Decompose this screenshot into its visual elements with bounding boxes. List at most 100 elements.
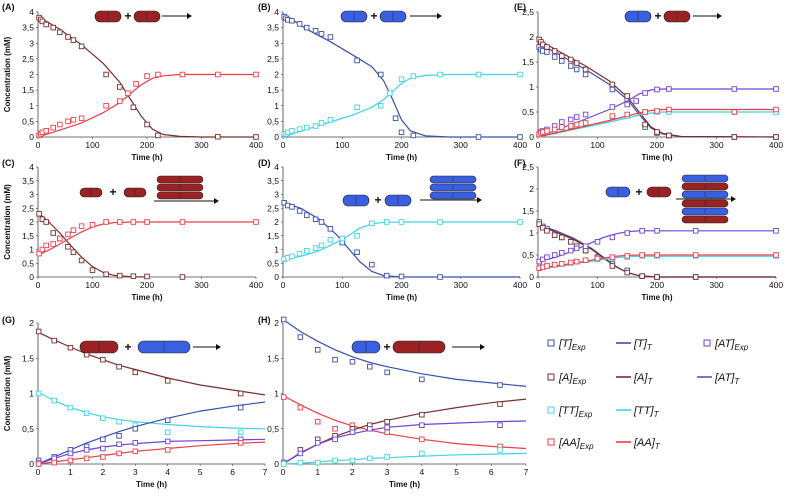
x-tick-label: 2 — [100, 467, 105, 477]
y-tick-label: 0 — [29, 459, 34, 469]
y-tick-label: 4 — [274, 7, 279, 17]
data-point-TT — [280, 461, 287, 467]
data-point-T — [327, 34, 334, 40]
data-point-TT — [297, 459, 304, 466]
data-point-A — [130, 273, 137, 279]
x-tick-label: 6 — [230, 467, 235, 477]
data-point-A — [567, 56, 574, 63]
x-tick-label: 400 — [769, 140, 783, 150]
y-tick-label: 2,5 — [22, 54, 34, 64]
data-point-AA — [103, 102, 109, 109]
data-point-TT — [312, 123, 319, 129]
y-axis-title: Concentration (mM) — [3, 184, 12, 260]
x-tick-label: 300 — [454, 140, 468, 150]
data-point-AT — [639, 228, 645, 234]
y-tick-label: 2,5 — [267, 54, 279, 64]
legend-marker-icon — [547, 438, 555, 446]
data-point-AT — [367, 426, 373, 432]
x-tick-label: 0 — [536, 140, 541, 150]
y-tick-label: 3,5 — [267, 176, 279, 186]
data-point-AA — [559, 261, 565, 267]
data-point-T — [367, 363, 373, 370]
data-point-AT — [624, 101, 631, 108]
legend-marker-icon — [547, 406, 555, 414]
data-point-AA — [639, 252, 645, 258]
y-tick-label: 2,5 — [267, 203, 279, 213]
x-tick-label: 400 — [249, 280, 263, 290]
legend-label-main: [A] — [633, 372, 648, 384]
data-point-AT — [567, 116, 574, 123]
data-point-TT — [475, 71, 482, 78]
y-tick-label: 2 — [274, 318, 279, 328]
data-point-AA — [419, 436, 425, 443]
data-point-AA — [544, 263, 550, 269]
data-point-AA — [624, 111, 631, 118]
data-point-AA — [731, 109, 738, 115]
fit-line-T — [37, 401, 266, 465]
data-point-TT — [497, 447, 503, 453]
data-point-AT — [582, 111, 589, 118]
data-point-AA — [544, 128, 550, 134]
data-point-AT — [559, 250, 565, 256]
x-tick-label: 300 — [709, 280, 723, 290]
data-point-AT — [573, 245, 580, 252]
reaction-scheme-E: + — [624, 9, 722, 23]
panel-G: 0 0,5 1 1,5 2 0 1 2 3 4 5 6 7 Time (h) Concentration (… — [2, 315, 268, 489]
data-point-AT — [692, 228, 699, 234]
data-point-T — [369, 261, 375, 268]
fit-line-AA — [537, 254, 776, 269]
data-point-AA — [624, 253, 631, 259]
data-point-A — [609, 263, 616, 269]
data-point-A — [144, 273, 150, 280]
y-tick-label: 3 — [274, 38, 279, 48]
legend-item-TT-t: [TT]T — [616, 405, 660, 419]
arrowhead-icon — [437, 13, 442, 19]
data-point-TT — [367, 455, 373, 462]
panel-E: 0 0,5 1 1,5 2 2,5 0 100 200 300 400 Time (h) (E) + — [514, 2, 783, 162]
legend-marker-icon — [703, 339, 711, 347]
data-point-AT — [419, 422, 425, 428]
data-point-T — [318, 31, 325, 37]
x-axis-title: Time (h) — [386, 153, 417, 162]
legend-item-TT-exp: [TT]Exp — [547, 405, 593, 419]
legend-label: [A]T — [633, 372, 653, 386]
x-axis-title: Time (h) — [389, 480, 420, 489]
y-tick-label: 4 — [274, 162, 279, 172]
data-point-A — [36, 210, 42, 217]
x-tick-label: 200 — [650, 140, 664, 150]
data-point-AA — [43, 127, 49, 134]
data-point-AT — [314, 440, 321, 446]
data-point-AT — [609, 104, 616, 110]
data-point-TT — [296, 250, 303, 257]
data-point-TT — [349, 457, 356, 464]
data-point-A — [43, 219, 49, 225]
data-point-T — [398, 129, 405, 136]
data-point-T — [297, 334, 304, 340]
data-point-A — [497, 401, 503, 407]
data-point-A — [70, 249, 77, 255]
x-tick-label: 400 — [513, 280, 527, 290]
data-point-A — [39, 18, 46, 25]
legend-label: [AT]Exp — [714, 338, 749, 352]
data-point-AA — [582, 120, 589, 126]
data-point-A — [103, 71, 109, 78]
data-point-AA — [116, 98, 123, 104]
y-tick-label: 2,5 — [522, 7, 534, 17]
data-point-T — [312, 28, 319, 34]
y-tick-label: 0,5 — [22, 258, 34, 268]
data-point-AT — [654, 228, 660, 234]
data-point-AA — [609, 113, 616, 119]
y-tick-label: 0 — [29, 132, 34, 142]
data-point-AA — [70, 117, 77, 123]
data-point-TT — [517, 219, 523, 225]
y-tick-label: 2 — [274, 70, 279, 80]
data-point-A — [731, 134, 738, 140]
legend-label-main: [T] — [558, 338, 573, 350]
data-point-AA — [78, 115, 85, 121]
data-point-A — [100, 356, 106, 363]
legend-marker-icon — [547, 339, 555, 347]
x-tick-label: 0 — [281, 467, 286, 477]
data-point-A — [103, 271, 109, 278]
data-point-A — [164, 378, 171, 384]
